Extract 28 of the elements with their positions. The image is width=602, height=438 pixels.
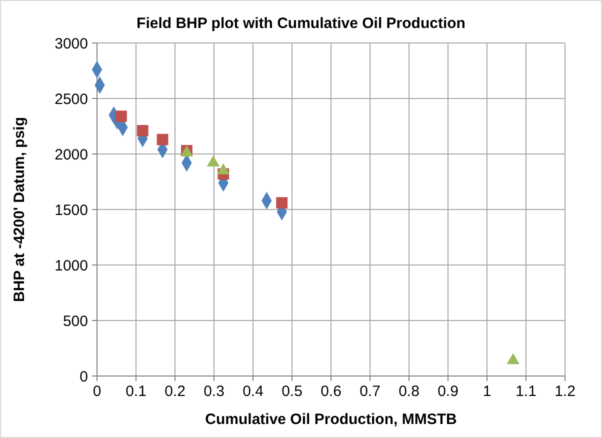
y-tick-label: 1500 <box>54 202 88 219</box>
x-tick-label: 0.2 <box>164 383 186 400</box>
chart-title: Field BHP plot with Cumulative Oil Production <box>136 15 466 32</box>
y-tick-label: 0 <box>80 368 88 386</box>
x-tick-label: 0.5 <box>282 383 302 400</box>
y-tick-label: 500 <box>62 312 88 330</box>
x-tick-label: 0.8 <box>398 383 420 400</box>
x-tick-label: 0.1 <box>126 383 146 400</box>
point <box>115 110 127 122</box>
point <box>136 124 148 136</box>
y-tick-label: 2000 <box>54 146 88 164</box>
x-tick-label: 1.1 <box>516 383 536 400</box>
x-axis-title: Cumulative Oil Production, MMSTB <box>205 411 457 428</box>
point <box>506 353 520 364</box>
x-tick-label: 0.4 <box>242 383 264 400</box>
point <box>156 134 168 146</box>
y-tick-label: 1000 <box>54 257 88 274</box>
x-tick-label: 0.6 <box>320 383 342 400</box>
y-axis-title: BHP at -4200' Datum, psig <box>11 116 28 302</box>
x-tick-label: 0.7 <box>360 383 380 400</box>
x-tick-label: 0.3 <box>204 383 224 400</box>
y-tick-label: 3000 <box>54 35 88 52</box>
x-tick-label: 1 <box>482 383 492 400</box>
x-tick-label: 1.2 <box>554 383 576 400</box>
x-tick-label: 0 <box>92 383 102 400</box>
point <box>276 197 288 209</box>
y-tick-label: 2500 <box>54 90 88 108</box>
x-tick-label: 0.9 <box>438 383 458 400</box>
